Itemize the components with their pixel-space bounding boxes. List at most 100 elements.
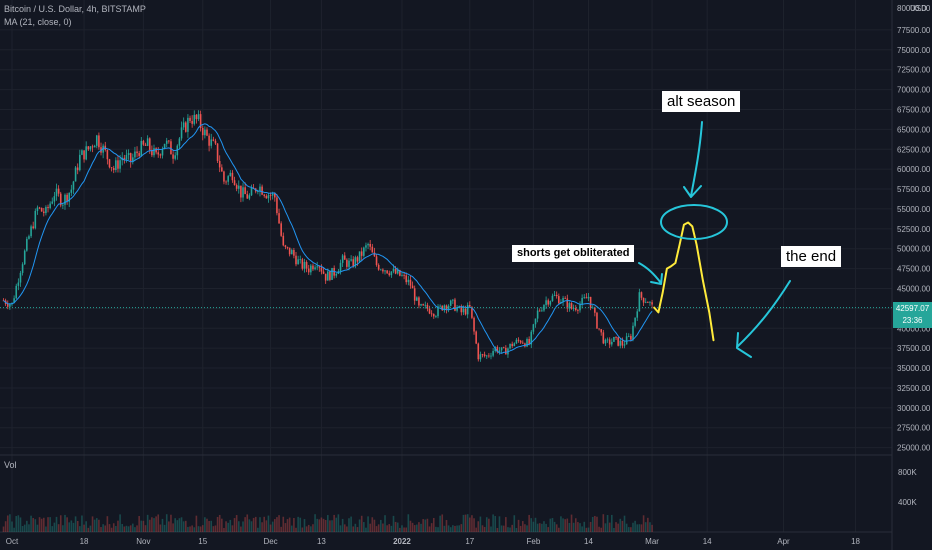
price-axis[interactable]: 77500.00 75000.00 72500.00 70000.00 67500.00… <box>897 4 931 453</box>
candle-body <box>132 157 134 163</box>
candle-body <box>106 150 109 160</box>
alt-season-arrow[interactable] <box>683 121 703 198</box>
volume-bar <box>647 517 649 532</box>
candle-body <box>30 226 32 237</box>
candle-body <box>282 235 285 246</box>
volume-bar <box>47 517 49 532</box>
volume-bar <box>68 522 71 532</box>
volume-bar <box>418 522 420 532</box>
shorts-arrow[interactable] <box>638 262 663 285</box>
volume-bar <box>606 514 609 532</box>
candle-body <box>464 308 467 315</box>
candle-body <box>625 336 628 345</box>
time-axis[interactable]: Oct 18 Nov 15 Dec 13 2022 17 Feb 14 Mar 14 Apr 18 <box>6 537 861 546</box>
candle-body <box>371 246 374 253</box>
candle-body <box>102 145 104 153</box>
volume-bar <box>630 527 632 532</box>
candle-body <box>615 336 617 338</box>
volume-bar <box>416 524 418 532</box>
volume-bar <box>237 521 240 532</box>
candle-body <box>231 172 234 181</box>
candle-body <box>428 308 431 314</box>
candle-body <box>93 145 96 148</box>
candle-body <box>623 344 626 346</box>
volume-label[interactable]: Vol <box>4 460 17 470</box>
projection-drawing[interactable] <box>653 221 715 342</box>
candle-body <box>649 302 651 303</box>
volume-bar <box>517 519 520 532</box>
volume-bar <box>379 519 382 532</box>
candle-body <box>553 294 556 296</box>
volume-bar <box>146 514 149 532</box>
candle-body <box>422 304 424 306</box>
ma-indicator-label[interactable]: MA (21, close, 0) <box>4 17 72 27</box>
candle-body <box>159 154 162 156</box>
volume-bar <box>26 520 28 532</box>
y-tick-label: 72500.00 <box>897 66 931 75</box>
volume-bar <box>221 518 223 532</box>
volume-bar <box>6 515 9 532</box>
volume-bar <box>532 521 535 532</box>
volume-bar <box>331 520 333 532</box>
candle-body <box>47 206 49 208</box>
volume-bar <box>367 516 369 532</box>
volume-bar <box>229 519 232 532</box>
candle-body <box>53 196 56 202</box>
candle-body <box>611 341 613 345</box>
volume-bar <box>248 519 251 532</box>
candle-body <box>558 296 560 304</box>
candle-body <box>555 294 558 297</box>
volume-bar <box>360 515 363 532</box>
volume-bar <box>55 516 58 532</box>
volume-bar <box>274 519 276 532</box>
candle-body <box>161 149 164 156</box>
candle-body <box>502 347 505 349</box>
candle-body <box>475 331 477 344</box>
candle-body <box>216 143 219 161</box>
volume-bar <box>547 527 550 532</box>
candle-body <box>530 331 533 345</box>
volume-bar <box>583 521 586 532</box>
volume-bar <box>212 526 215 532</box>
candle-body <box>66 194 68 202</box>
candle-body <box>223 171 225 182</box>
volume-bar <box>462 514 465 532</box>
candle-body <box>483 354 486 357</box>
volume-bar <box>477 521 480 532</box>
volume-bar <box>356 527 359 532</box>
candle-body <box>471 306 473 318</box>
volume-bar <box>403 527 405 532</box>
the-end-arrow[interactable] <box>736 280 791 358</box>
volume-bar <box>458 525 461 532</box>
candle-body <box>115 160 117 171</box>
volume-bar <box>218 514 221 532</box>
x-tick-label: Oct <box>6 537 19 546</box>
candle-body <box>496 347 499 353</box>
volume-bar <box>93 519 96 532</box>
volume-bar <box>284 523 287 532</box>
volume-bar <box>526 525 528 532</box>
volume-bar <box>62 525 64 532</box>
volume-bar <box>369 523 371 532</box>
candle-body <box>81 150 83 155</box>
volume-bar <box>142 520 145 532</box>
volume-bar <box>104 525 107 532</box>
candle-body <box>163 143 166 150</box>
volume-bar <box>157 514 160 532</box>
volume-bar <box>176 520 179 532</box>
volume-bar <box>490 526 492 532</box>
volume-bar <box>161 518 164 532</box>
candle-body <box>112 167 115 171</box>
volume-bar <box>560 516 562 532</box>
alt-season-circle[interactable] <box>660 204 728 240</box>
candle-body <box>437 306 439 317</box>
symbol-title[interactable]: Bitcoin / U.S. Dollar, 4h, BITSTAMP <box>4 4 146 14</box>
volume-bar <box>413 525 416 532</box>
volume-bar <box>589 521 592 532</box>
volume-bar <box>435 526 437 532</box>
volume-bar <box>615 522 617 532</box>
annotation-drawings[interactable] <box>638 121 791 358</box>
volume-bar <box>632 522 634 532</box>
volume-bar <box>187 526 189 532</box>
